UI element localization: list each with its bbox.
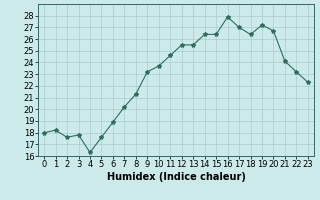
X-axis label: Humidex (Indice chaleur): Humidex (Indice chaleur): [107, 172, 245, 182]
